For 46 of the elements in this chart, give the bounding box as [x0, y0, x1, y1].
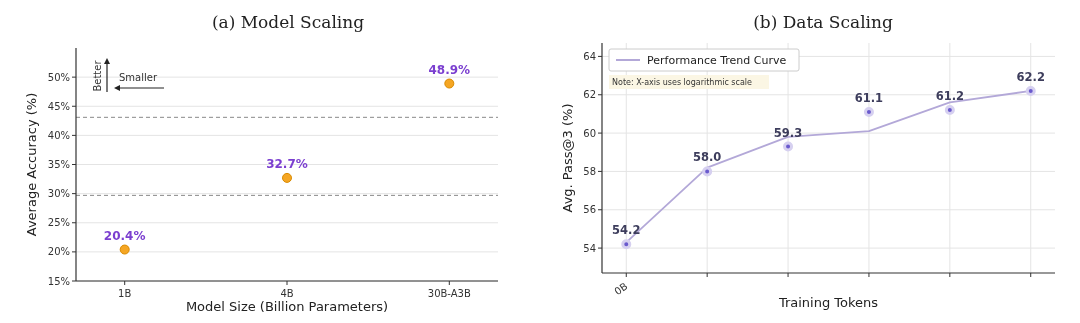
- annotation: Smaller: [118, 72, 158, 83]
- point: [944, 105, 955, 116]
- y-axis-title: Average Accuracy (%): [24, 92, 39, 237]
- y-tick-label: 35%: [47, 159, 70, 170]
- x-axis-title: Training Tokens: [777, 295, 879, 310]
- y-tick-label: 30%: [47, 188, 70, 200]
- x-axis-title: Model Size (Billion Parameters): [185, 299, 389, 314]
- y-tick-label: 45%: [47, 100, 70, 112]
- point: [1025, 85, 1036, 96]
- data-label: 61.2: [935, 89, 965, 104]
- data-label: 54.2: [612, 223, 641, 238]
- y-tick-label: 62: [583, 89, 596, 101]
- y-tick-label: 40%: [47, 129, 70, 141]
- data-label: 59.3: [773, 125, 803, 140]
- y-tick-label: 54: [583, 242, 596, 254]
- point: [444, 78, 455, 89]
- x-tick-label: 0B: [612, 280, 630, 298]
- point: [863, 107, 874, 117]
- data-label: 48.9%: [428, 62, 471, 77]
- data-label: 61.1: [854, 91, 884, 105]
- point: [702, 166, 713, 177]
- y-tick-label: 60: [583, 127, 596, 139]
- y-tick-label: 25%: [47, 217, 70, 229]
- data-label: 58.0: [692, 150, 722, 165]
- point: [621, 239, 632, 250]
- y-tick-label: 50%: [47, 71, 70, 83]
- chart-title: (a) Model Scaling: [211, 12, 365, 32]
- annotation: Note: X-axis uses logarithmic scale: [612, 77, 753, 87]
- point: [783, 141, 794, 152]
- annotation: Better: [92, 59, 103, 92]
- data-label: 62.2: [1016, 69, 1045, 84]
- y-tick-label: 58: [583, 165, 596, 177]
- y-tick-label: 15%: [47, 275, 70, 287]
- data-label: 32.7%: [266, 156, 308, 171]
- point: [119, 244, 130, 255]
- y-tick-label: 56: [583, 204, 596, 216]
- x-tick-label: 4B: [280, 288, 294, 299]
- y-tick-label: 20%: [47, 246, 70, 258]
- y-tick-label: 64: [583, 50, 596, 62]
- x-tick-label: 1B: [118, 288, 132, 299]
- x-tick-label: 30B-A3B: [427, 288, 471, 299]
- legend-label: Performance Trend Curve: [647, 53, 787, 67]
- point: [282, 172, 292, 183]
- data-label: 20.4%: [103, 228, 146, 243]
- chart-title: (b) Data Scaling: [753, 12, 893, 32]
- y-axis-title: Avg. Pass@3 (%): [560, 103, 575, 213]
